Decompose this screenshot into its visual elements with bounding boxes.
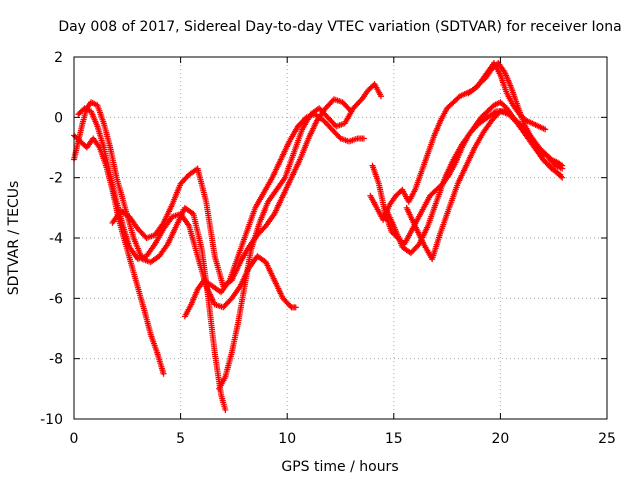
y-tick-label: -4 <box>49 231 63 247</box>
series-arc-5 <box>181 111 367 320</box>
axis-ticks <box>73 56 608 420</box>
data-point <box>160 370 167 377</box>
data-point <box>542 126 549 133</box>
data-point <box>292 304 299 311</box>
x-tick-label: 25 <box>598 431 616 447</box>
x-tick-label: 20 <box>491 431 509 447</box>
data-points <box>71 60 566 413</box>
data-point <box>378 93 385 100</box>
y-tick-label: -10 <box>40 412 63 428</box>
series-arc-4 <box>109 96 355 290</box>
y-axis-label: SDTVAR / TECUs <box>6 181 22 296</box>
grid-lines <box>74 57 607 419</box>
chart-title: Day 008 of 2017, Sidereal Day-to-day VTE… <box>58 19 621 35</box>
x-tick-label: 5 <box>176 431 185 447</box>
series-arc-8 <box>369 99 566 248</box>
data-point <box>360 135 367 142</box>
data-point <box>559 165 566 172</box>
data-point <box>557 171 564 178</box>
series-arc-10 <box>403 108 564 263</box>
y-tick-label: 0 <box>54 110 63 126</box>
series-arc-6 <box>215 81 385 392</box>
x-tick-label: 0 <box>70 431 79 447</box>
data-point <box>559 174 566 181</box>
y-tick-label: -2 <box>49 171 63 187</box>
data-point <box>222 406 229 413</box>
series-arc-1 <box>71 132 167 377</box>
tick-labels: 0 5 10 15 20 25 -10 -8 -6 -4 -2 0 2 <box>40 50 616 447</box>
y-tick-label: 2 <box>54 50 63 66</box>
y-tick-label: -8 <box>49 352 63 368</box>
series-arc-2 <box>71 99 229 413</box>
x-tick-label: 10 <box>278 431 296 447</box>
y-tick-label: -6 <box>49 291 63 307</box>
series-arc-3 <box>75 105 299 311</box>
x-axis-label: GPS time / hours <box>281 459 398 475</box>
plot-frame <box>73 56 608 420</box>
data-point <box>287 303 294 310</box>
series-arc-11 <box>465 60 549 133</box>
x-tick-label: 15 <box>385 431 403 447</box>
